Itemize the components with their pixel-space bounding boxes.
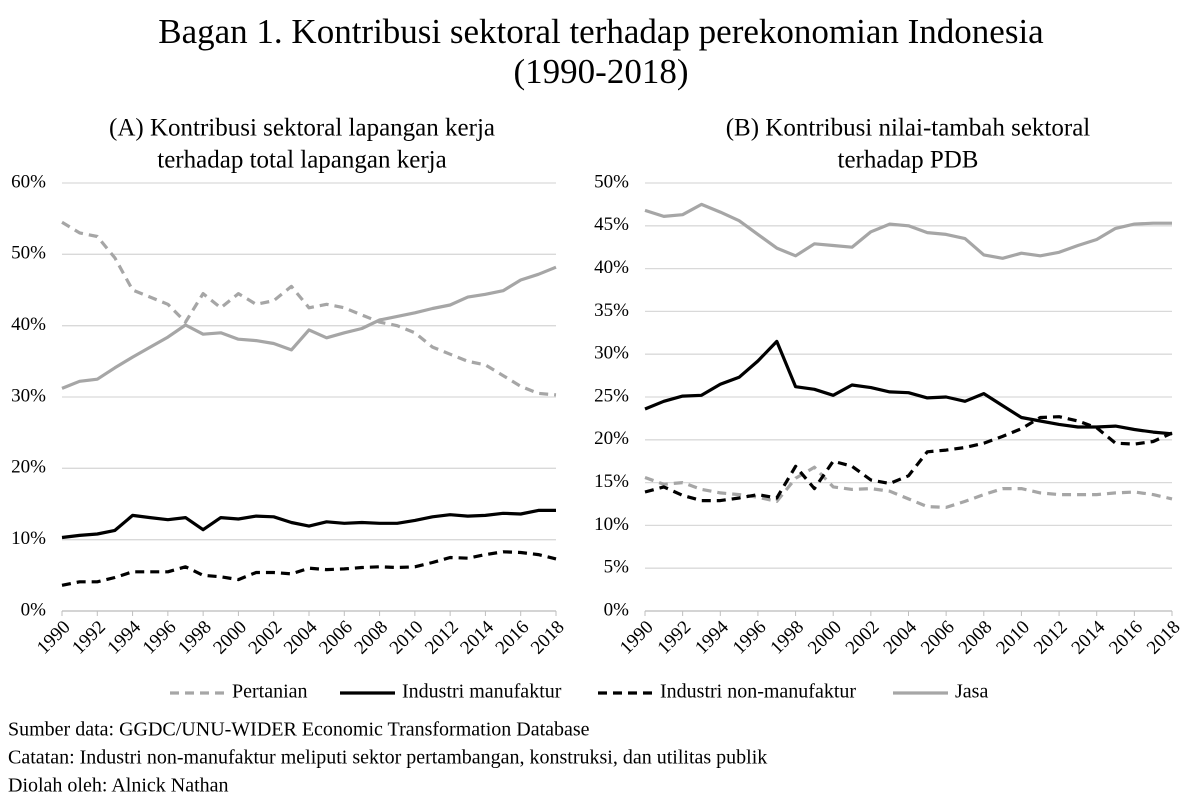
y-tick-label: 20% xyxy=(11,457,46,478)
x-tick-label: 1992 xyxy=(68,617,110,659)
note: Sumber data: GGDC/UNU-WIDER Economic Tra… xyxy=(8,719,590,741)
series-line xyxy=(644,339,1173,436)
legend-label: Industri non-manufaktur xyxy=(660,681,856,703)
y-tick-label: 5% xyxy=(604,557,630,578)
x-tick-label: 2010 xyxy=(992,617,1034,659)
x-tick-label: 2014 xyxy=(1068,616,1110,658)
series-line xyxy=(644,465,1173,509)
x-tick-label: 2002 xyxy=(842,617,884,659)
main-title: Bagan 1. Kontribusi sektoral terhadap pe… xyxy=(158,12,1044,51)
x-tick-label: 1998 xyxy=(766,617,808,659)
x-tick-label: 2014 xyxy=(456,616,498,658)
x-tick-label: 2012 xyxy=(1030,617,1072,659)
x-tick-label: 2016 xyxy=(492,617,534,659)
x-tick-label: 2010 xyxy=(386,617,428,659)
y-tick-label: 45% xyxy=(594,214,629,235)
series-line xyxy=(644,415,1173,503)
legend-label: Pertanian xyxy=(232,681,308,703)
y-tick-label: 0% xyxy=(604,599,630,620)
y-tick-label: 40% xyxy=(11,314,46,335)
y-tick-label: 50% xyxy=(594,171,629,192)
series-line xyxy=(61,220,557,397)
x-tick-label: 2008 xyxy=(955,617,997,659)
panel-title: (A) Kontribusi sektoral lapangan kerja xyxy=(109,115,495,142)
x-tick-label: 2002 xyxy=(245,617,287,659)
x-tick-label: 1992 xyxy=(654,617,696,659)
series-line xyxy=(61,265,557,390)
y-tick-label: 50% xyxy=(11,243,46,264)
panel-title: terhadap PDB xyxy=(838,147,979,174)
x-tick-label: 2016 xyxy=(1105,617,1147,659)
y-tick-label: 30% xyxy=(11,385,46,406)
y-tick-label: 40% xyxy=(594,257,629,278)
y-tick-label: 60% xyxy=(11,171,46,192)
x-tick-label: 2008 xyxy=(350,617,392,659)
x-tick-label: 1996 xyxy=(729,617,771,659)
main-title: (1990-2018) xyxy=(514,52,689,91)
y-tick-label: 35% xyxy=(594,300,629,321)
y-tick-label: 10% xyxy=(11,528,46,549)
x-tick-label: 2000 xyxy=(209,617,251,659)
series-line xyxy=(61,550,557,587)
y-tick-label: 0% xyxy=(21,599,47,620)
x-tick-label: 2018 xyxy=(527,617,569,659)
x-tick-label: 1994 xyxy=(691,616,733,658)
x-tick-label: 2006 xyxy=(917,617,959,659)
y-tick-label: 30% xyxy=(594,343,629,364)
y-tick-label: 20% xyxy=(594,428,629,449)
y-tick-label: 15% xyxy=(594,471,629,492)
panel-title: terhadap total lapangan kerja xyxy=(157,147,446,174)
x-tick-label: 2000 xyxy=(804,617,846,659)
y-tick-label: 10% xyxy=(594,514,629,535)
x-tick-label: 1998 xyxy=(174,617,216,659)
note: Catatan: Industri non-manufaktur meliput… xyxy=(8,747,767,769)
panel-title: (B) Kontribusi nilai-tambah sektoral xyxy=(726,115,1091,142)
legend-label: Jasa xyxy=(955,681,988,703)
x-tick-label: 2004 xyxy=(879,616,921,658)
x-tick-label: 1990 xyxy=(33,617,75,659)
note: Diolah oleh: Alnick Nathan xyxy=(8,775,229,797)
legend-label: Industri manufaktur xyxy=(402,681,562,703)
x-tick-label: 2006 xyxy=(315,617,357,659)
x-tick-label: 1994 xyxy=(103,616,145,658)
series-line xyxy=(644,202,1172,260)
x-tick-label: 1996 xyxy=(139,617,181,659)
x-tick-label: 2018 xyxy=(1143,617,1185,659)
x-tick-label: 2004 xyxy=(280,616,322,658)
y-tick-label: 25% xyxy=(594,385,629,406)
x-tick-label: 1990 xyxy=(616,617,658,659)
x-tick-label: 2012 xyxy=(421,617,463,659)
series-line xyxy=(61,508,556,540)
